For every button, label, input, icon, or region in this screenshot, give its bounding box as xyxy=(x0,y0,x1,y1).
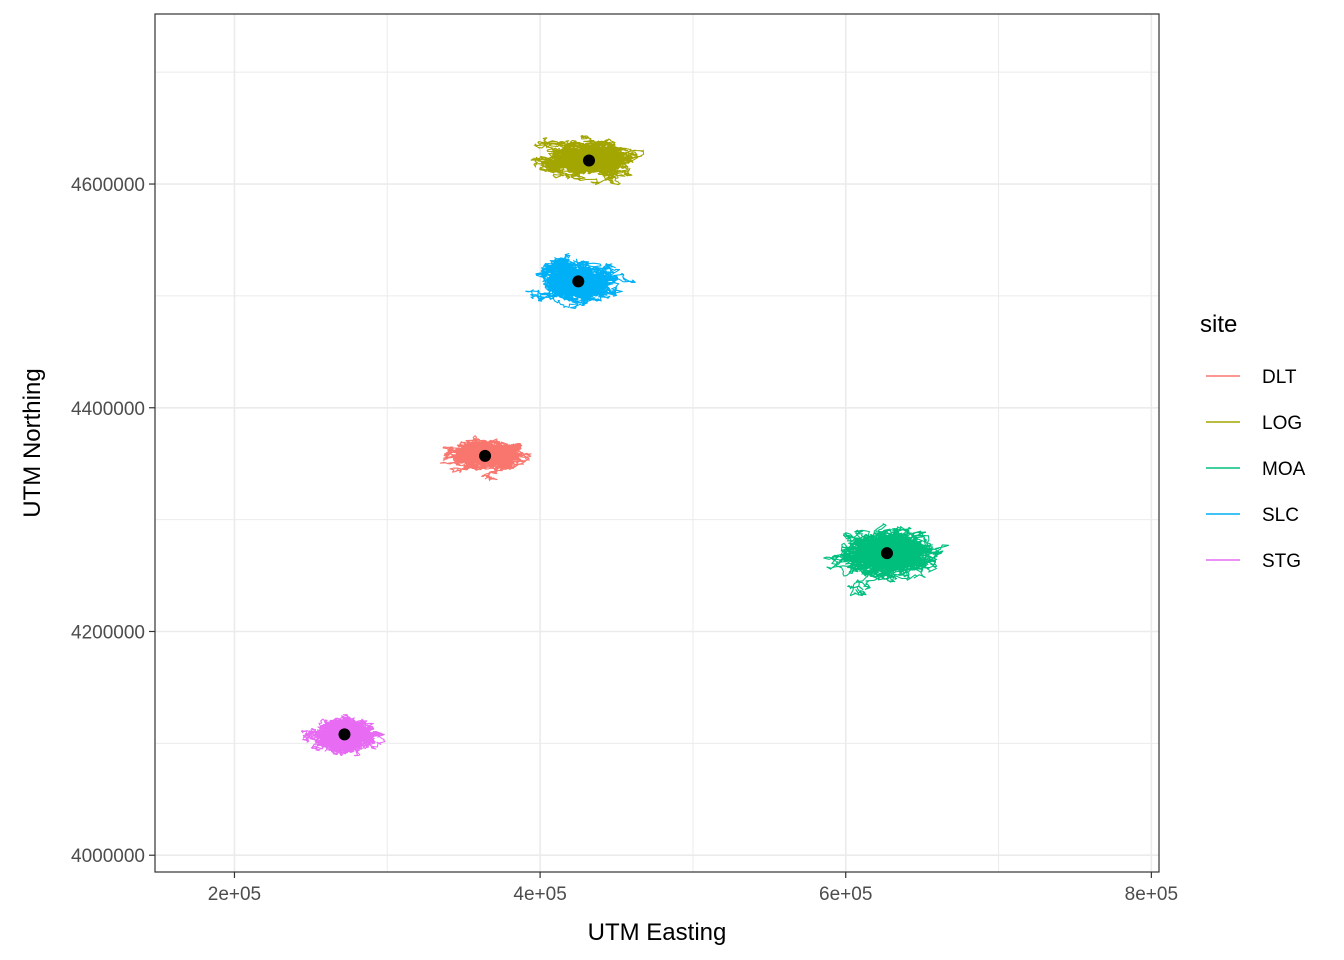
centroid-stg xyxy=(338,728,351,741)
centroid-slc xyxy=(572,275,585,288)
y-axis-title: UTM Northing xyxy=(19,368,46,517)
legend-label-log: LOG xyxy=(1262,413,1302,434)
x-axis-title: UTM Easting xyxy=(588,919,727,946)
track-dlt xyxy=(439,435,532,482)
y-tick-label: 4000000 xyxy=(71,846,145,867)
x-tick-label: 4e+05 xyxy=(513,884,566,905)
legend-label-moa: MOA xyxy=(1262,459,1306,480)
y-tick-label: 4600000 xyxy=(71,175,145,196)
legend-label-slc: SLC xyxy=(1262,505,1299,526)
centroid-dlt xyxy=(479,449,492,462)
plot-panel-border xyxy=(154,13,1160,873)
legend: site DLT LOG MOA SLC STG xyxy=(1200,311,1306,572)
centroid-log xyxy=(582,154,595,167)
centroid-moa xyxy=(880,547,893,560)
x-axis: 2e+05 4e+05 6e+05 8e+05 xyxy=(208,872,1178,905)
y-tick-label: 4400000 xyxy=(71,399,145,420)
x-tick-label: 2e+05 xyxy=(208,884,261,905)
y-axis: 4000000 4200000 4400000 4600000 xyxy=(71,175,155,867)
y-tick-label: 4200000 xyxy=(71,622,145,643)
legend-label-dlt: DLT xyxy=(1262,367,1297,388)
legend-title: site xyxy=(1200,311,1237,338)
track-moa xyxy=(823,523,950,597)
x-tick-label: 6e+05 xyxy=(819,884,872,905)
centroids xyxy=(338,154,893,741)
x-tick-label: 8e+05 xyxy=(1125,884,1178,905)
legend-label-stg: STG xyxy=(1262,551,1301,572)
track-slc xyxy=(525,253,636,309)
